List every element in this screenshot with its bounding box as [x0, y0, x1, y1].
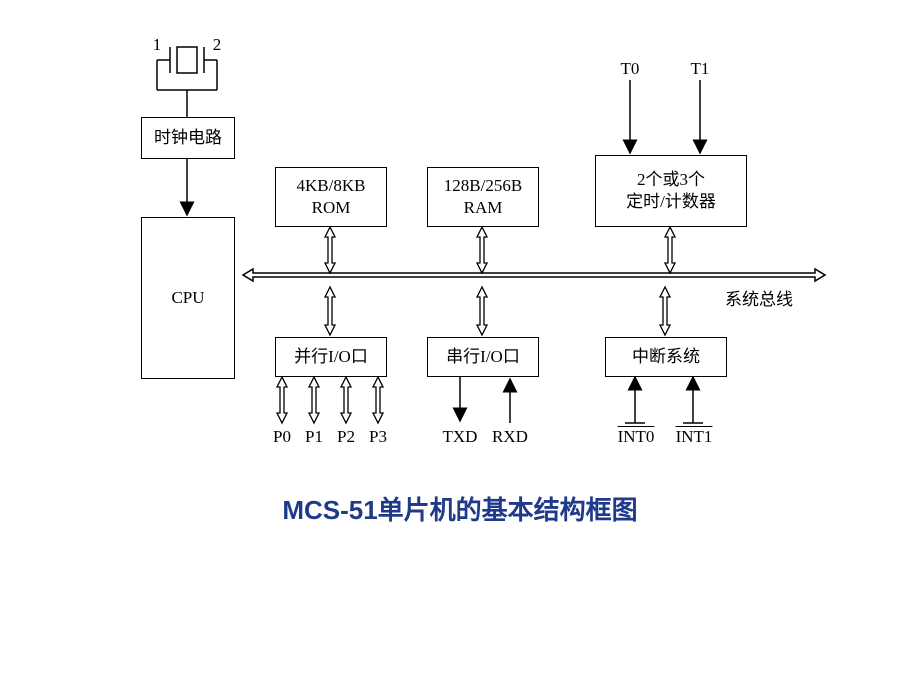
pio-block: 并行I/O口	[275, 337, 387, 377]
sio-bus-arrow	[477, 287, 487, 335]
p0-label: P0	[271, 427, 293, 447]
p1-arrow	[309, 377, 319, 423]
t0-label: T0	[618, 59, 642, 79]
p3-arrow	[373, 377, 383, 423]
p2-arrow	[341, 377, 351, 423]
timer-block: 2个或3个 定时/计数器	[595, 155, 747, 227]
p1-label: P1	[303, 427, 325, 447]
rxd-label: RXD	[490, 427, 530, 447]
txd-label: TXD	[440, 427, 480, 447]
p0-arrow	[277, 377, 287, 423]
clock-block: 时钟电路	[141, 117, 235, 159]
rom-bus-arrow	[325, 227, 335, 273]
p2-label: P2	[335, 427, 357, 447]
int0-label: INT0	[615, 427, 657, 447]
rom-line1: 4KB/8KB	[297, 175, 366, 197]
slide: 1 2 时钟电路 CPU 4KB/8KB ROM 128B/256B RAM 2…	[0, 0, 920, 690]
int-bus-arrow	[660, 287, 670, 335]
crystal-pin1-label: 1	[151, 35, 163, 55]
int-label: 中断系统	[632, 346, 700, 368]
crystal-symbol	[157, 47, 217, 117]
rom-line2: ROM	[312, 197, 351, 219]
timer-bus-arrow	[665, 227, 675, 273]
p3-label: P3	[367, 427, 389, 447]
diagram-area: 1 2 时钟电路 CPU 4KB/8KB ROM 128B/256B RAM 2…	[115, 25, 830, 450]
pio-bus-arrow	[325, 287, 335, 335]
int1-label: INT1	[673, 427, 715, 447]
cpu-label: CPU	[171, 287, 204, 309]
timer-line2: 定时/计数器	[626, 191, 716, 213]
crystal-pin2-label: 2	[211, 35, 223, 55]
ram-line2: RAM	[464, 197, 503, 219]
rom-block: 4KB/8KB ROM	[275, 167, 387, 227]
bus-label: 系统总线	[725, 285, 815, 310]
timer-line1: 2个或3个	[637, 169, 705, 191]
ram-block: 128B/256B RAM	[427, 167, 539, 227]
sio-block: 串行I/O口	[427, 337, 539, 377]
sio-label: 串行I/O口	[446, 346, 520, 368]
int-block: 中断系统	[605, 337, 727, 377]
pio-label: 并行I/O口	[294, 346, 368, 368]
ram-line1: 128B/256B	[444, 175, 522, 197]
ram-bus-arrow	[477, 227, 487, 273]
t1-label: T1	[688, 59, 712, 79]
slide-caption: MCS-51单片机的基本结构框图	[0, 490, 920, 527]
clock-label: 时钟电路	[154, 127, 222, 149]
cpu-block: CPU	[141, 217, 235, 379]
